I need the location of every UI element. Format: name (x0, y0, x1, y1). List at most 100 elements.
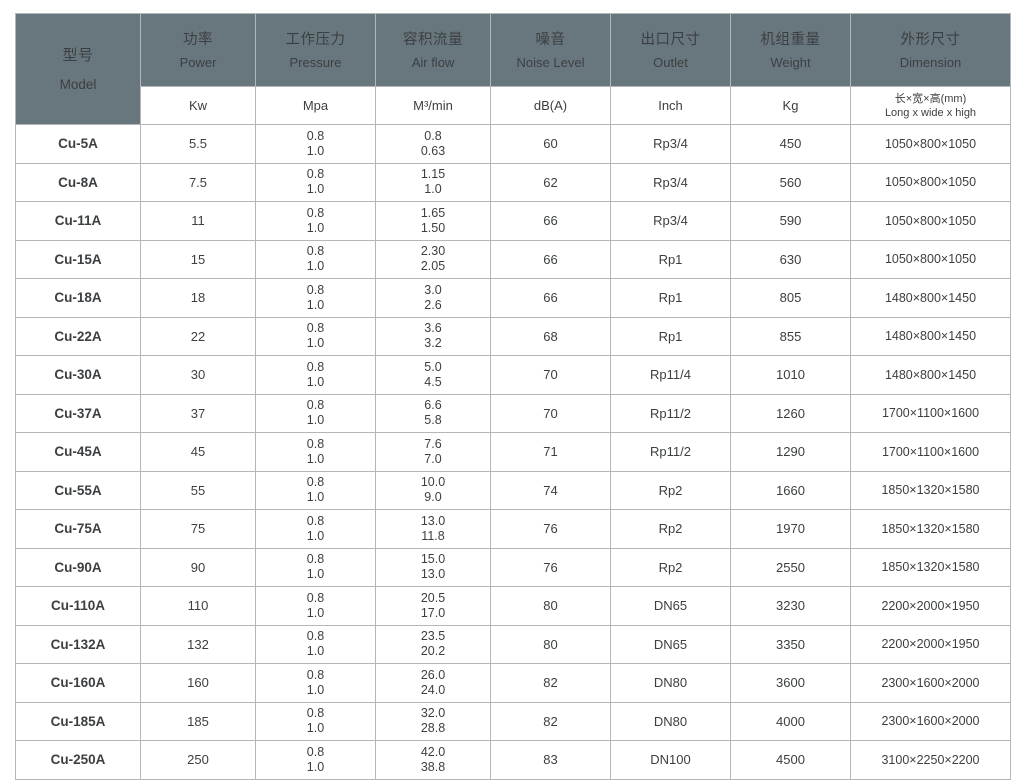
cell-outlet: Rp2 (610, 509, 731, 549)
cell-dim: 1050×800×1050 (850, 162, 1011, 202)
cell-pressure-line-1: 0.8 (306, 244, 325, 259)
cell-noise: 76 (490, 547, 611, 587)
cell-dim: 1700×1100×1600 (850, 393, 1011, 433)
column-header-dim-cn: 外形尺寸 (900, 31, 961, 48)
cell-dim: 1050×800×1050 (850, 201, 1011, 241)
cell-dim: 1850×1320×1580 (850, 509, 1011, 549)
cell-model: Cu-11A (15, 201, 141, 241)
cell-weight: 450 (730, 124, 851, 164)
cell-power: 160 (140, 663, 256, 703)
cell-airflow-line-2: 9.0 (424, 490, 442, 505)
cell-airflow-line-1: 7.6 (424, 436, 442, 451)
column-header-pressure-en: Pressure (289, 54, 342, 70)
cell-outlet: DN100 (610, 740, 731, 780)
cell-pressure-line-1: 0.8 (306, 359, 325, 374)
cell-weight: 2550 (730, 547, 851, 587)
cell-airflow: 3.0 2.6 (375, 278, 491, 318)
cell-dim: 3100×2250×2200 (850, 740, 1011, 780)
cell-weight: 1010 (730, 355, 851, 395)
cell-airflow: 13.0 11.8 (375, 509, 491, 549)
spec-table-container: 型号 Model 功率 Power 工作压力 Pressure 容积流量 Air flow 噪音… (15, 13, 1011, 780)
table-row: Cu-37A 37 0.8 1.0 6.6 5.8 70 Rp11/2 1260 1700×110… (15, 393, 1011, 433)
cell-model: Cu-22A (15, 316, 141, 356)
column-header-noise-cn: 噪音 (535, 31, 566, 48)
cell-pressure-line-2: 1.0 (306, 182, 325, 197)
cell-airflow-line-1: 3.6 (424, 321, 442, 336)
cell-outlet: Rp3/4 (610, 201, 731, 241)
cell-weight: 590 (730, 201, 851, 241)
table-row: Cu-8A 7.5 0.8 1.0 1.15 1.0 62 Rp3/4 560 1050×800×… (15, 162, 1011, 202)
column-unit-outlet: Inch (610, 86, 731, 125)
table-row: Cu-5A 5.5 0.8 1.0 0.8 0.63 60 Rp3/4 450 1050×800×… (15, 124, 1011, 164)
cell-airflow-line-2: 11.8 (421, 528, 445, 543)
column-header-noise: 噪音 Noise Level (490, 13, 611, 87)
column-unit-dim-en: Long x wide x high (884, 106, 977, 119)
table-row: Cu-160A 160 0.8 1.0 26.0 24.0 82 DN80 3600 2300×1… (15, 663, 1011, 703)
cell-airflow-line-1: 3.0 (424, 282, 442, 297)
cell-model: Cu-160A (15, 663, 141, 703)
cell-airflow-line-1: 1.65 (420, 205, 446, 220)
cell-power: 22 (140, 316, 256, 356)
column-header-weight-en: Weight (770, 54, 811, 70)
cell-outlet: DN80 (610, 701, 731, 741)
cell-outlet: Rp11/4 (610, 355, 731, 395)
cell-noise: 76 (490, 509, 611, 549)
column-header-outlet-en: Outlet (653, 54, 688, 70)
cell-noise: 70 (490, 355, 611, 395)
cell-pressure: 0.8 1.0 (255, 509, 376, 549)
column-header-power-en: Power (179, 54, 217, 70)
cell-airflow-line-1: 42.0 (420, 744, 446, 759)
cell-model: Cu-90A (15, 547, 141, 587)
cell-pressure-line-1: 0.8 (306, 513, 325, 528)
cell-noise: 82 (490, 663, 611, 703)
cell-outlet: DN80 (610, 663, 731, 703)
cell-weight: 4000 (730, 701, 851, 741)
cell-model: Cu-37A (15, 393, 141, 433)
cell-pressure-line-1: 0.8 (306, 282, 325, 297)
table-row: Cu-55A 55 0.8 1.0 10.0 9.0 74 Rp2 1660 1850×1320×… (15, 470, 1011, 510)
cell-pressure-line-1: 0.8 (306, 706, 325, 721)
cell-pressure: 0.8 1.0 (255, 278, 376, 318)
cell-outlet: Rp2 (610, 547, 731, 587)
cell-airflow-line-1: 10.0 (420, 475, 446, 490)
cell-pressure: 0.8 1.0 (255, 162, 376, 202)
cell-model: Cu-45A (15, 432, 141, 472)
cell-airflow: 15.0 13.0 (375, 547, 491, 587)
cell-airflow-line-1: 5.0 (424, 359, 442, 374)
cell-pressure: 0.8 1.0 (255, 547, 376, 587)
cell-noise: 80 (490, 624, 611, 664)
cell-airflow: 6.6 5.8 (375, 393, 491, 433)
cell-airflow-line-1: 0.8 (424, 128, 442, 143)
column-header-airflow: 容积流量 Air flow (375, 13, 491, 87)
cell-pressure: 0.8 1.0 (255, 239, 376, 279)
cell-pressure-line-2: 1.0 (306, 528, 325, 543)
column-unit-pressure: Mpa (255, 86, 376, 125)
cell-weight: 3600 (730, 663, 851, 703)
cell-noise: 74 (490, 470, 611, 510)
cell-power: 110 (140, 586, 256, 626)
cell-pressure-line-2: 1.0 (306, 374, 325, 389)
cell-airflow: 0.8 0.63 (375, 124, 491, 164)
table-row: Cu-110A 110 0.8 1.0 20.5 17.0 80 DN65 3230 2200×2… (15, 586, 1011, 626)
table-row: Cu-30A 30 0.8 1.0 5.0 4.5 70 Rp11/4 1010 1480×800… (15, 355, 1011, 395)
cell-pressure: 0.8 1.0 (255, 470, 376, 510)
cell-airflow-line-2: 4.5 (424, 374, 442, 389)
cell-power: 5.5 (140, 124, 256, 164)
cell-model: Cu-18A (15, 278, 141, 318)
cell-outlet: Rp3/4 (610, 124, 731, 164)
cell-airflow-line-2: 20.2 (420, 644, 446, 659)
cell-pressure-line-2: 1.0 (306, 721, 325, 736)
cell-pressure-line-1: 0.8 (306, 321, 325, 336)
cell-power: 30 (140, 355, 256, 395)
cell-power: 45 (140, 432, 256, 472)
cell-dim: 1480×800×1450 (850, 316, 1011, 356)
column-unit-airflow: M³/min (375, 86, 491, 125)
cell-dim: 1480×800×1450 (850, 278, 1011, 318)
cell-airflow-line-2: 0.63 (420, 143, 446, 158)
cell-airflow-line-1: 1.15 (420, 167, 446, 182)
cell-airflow-line-2: 13.0 (420, 567, 446, 582)
cell-outlet: DN65 (610, 586, 731, 626)
cell-airflow-line-2: 1.0 (424, 182, 442, 197)
cell-outlet: Rp11/2 (610, 393, 731, 433)
cell-dim: 1480×800×1450 (850, 355, 1011, 395)
